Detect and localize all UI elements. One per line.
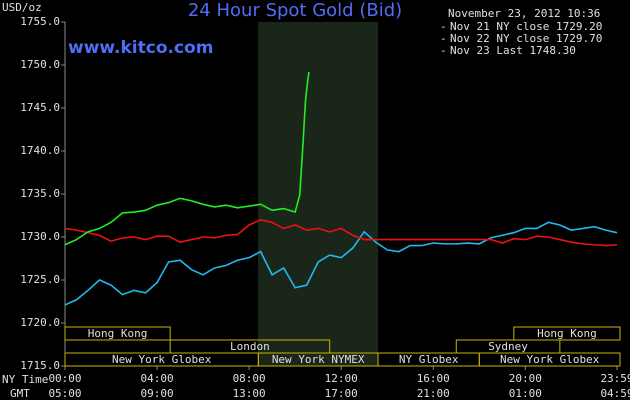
x2-tick-label: 04:59 [600, 387, 630, 400]
site-label: www.kitco.com [68, 38, 213, 58]
x2-tick-label: 05:00 [48, 387, 81, 400]
y-tick-label: 1730.0 [20, 230, 60, 243]
session-label: Hong Kong [88, 327, 148, 340]
y-tick-label: 1720.0 [20, 316, 60, 329]
y-tick-label: 1745.0 [20, 101, 60, 114]
y-tick-label: 1735.0 [20, 187, 60, 200]
y-tick-label: 1755.0 [20, 15, 60, 28]
x-tick-label: 12:00 [325, 372, 358, 385]
x2-tick-label: 13:00 [233, 387, 266, 400]
x-tick-label: 20:00 [509, 372, 542, 385]
legend-entry: Nov 23 Last 1748.30 [450, 44, 576, 57]
session-label: NY Globex [399, 353, 459, 366]
session-label: Hong Kong [537, 327, 597, 340]
y-tick-label: 1740.0 [20, 144, 60, 157]
legend-marker: - [440, 44, 447, 57]
legend-marker: - [440, 32, 447, 45]
session-box [478, 352, 621, 367]
series-line [64, 71, 310, 246]
x-row-label: NY Time [2, 373, 48, 386]
legend-marker: - [440, 20, 447, 33]
legend-entry: Nov 21 NY close 1729.20 [450, 20, 602, 33]
y-tick-label: 1715.0 [20, 359, 60, 372]
session-label: New York Globex [112, 353, 212, 366]
y-tick-label: 1725.0 [20, 273, 60, 286]
x2-tick-label: 17:00 [325, 387, 358, 400]
session-label: Sydney [488, 340, 528, 353]
x2-tick-label: 09:00 [141, 387, 174, 400]
x-tick-label: 08:00 [233, 372, 266, 385]
x2-tick-label: 21:00 [417, 387, 450, 400]
x-tick-label: 04:00 [141, 372, 174, 385]
x-tick-label: 23:59 [600, 372, 630, 385]
legend-entry: Nov 22 NY close 1729.70 [450, 32, 602, 45]
x2-tick-label: 01:00 [509, 387, 542, 400]
session-box [64, 326, 171, 341]
timestamp: November 23, 2012 10:36 [448, 7, 600, 20]
x-tick-label: 16:00 [417, 372, 450, 385]
x-tick-label: 00:00 [48, 372, 81, 385]
x2-row-label: GMT [10, 387, 30, 400]
series-line [64, 221, 618, 306]
session-label: London [230, 340, 270, 353]
session-box [513, 326, 621, 341]
series-line [64, 218, 618, 247]
y-tick-label: 1750.0 [20, 58, 60, 71]
session-label: New York NYMEX [272, 353, 365, 366]
chart-title: 24 Hour Spot Gold (Bid) [188, 0, 402, 21]
session-label: New York Globex [500, 353, 600, 366]
y-axis-label: USD/oz [2, 1, 42, 14]
nymex-shade [258, 22, 378, 366]
